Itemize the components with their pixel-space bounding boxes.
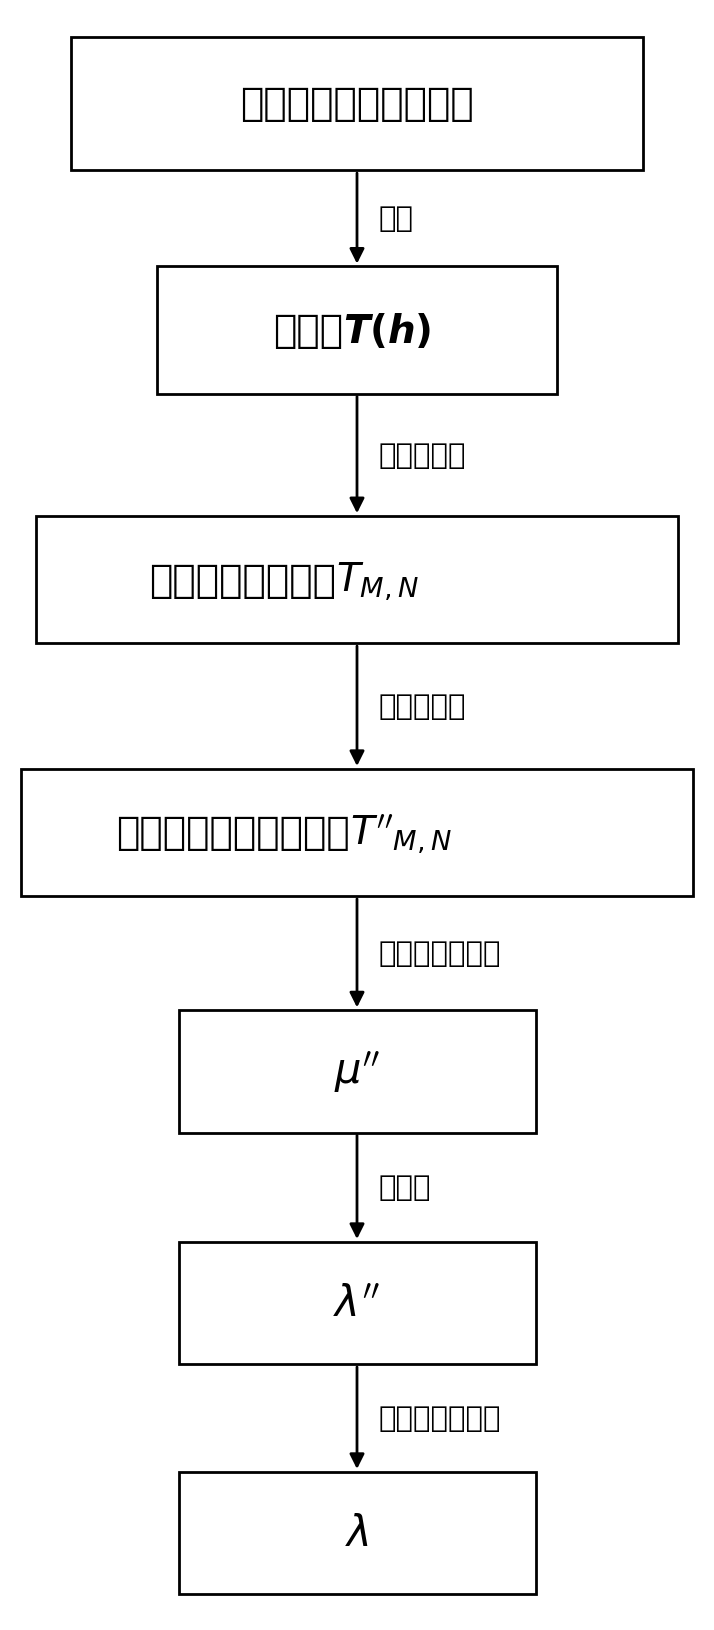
Text: 解算子离散化矩阵: 解算子离散化矩阵 xyxy=(149,561,336,600)
Text: 时滞电力系统状态矩阵: 时滞电力系统状态矩阵 xyxy=(240,85,474,124)
Text: $\boldsymbol{T''_{M,N}}$: $\boldsymbol{T''_{M,N}}$ xyxy=(350,812,452,854)
Bar xyxy=(36,517,678,644)
Bar xyxy=(178,1472,536,1594)
Text: $\boldsymbol{T_{M,N}}$: $\boldsymbol{T_{M,N}}$ xyxy=(336,559,418,601)
Text: 解算子离散化近似矩阵: 解算子离散化近似矩阵 xyxy=(116,813,350,852)
Text: $\mu''$: $\mu''$ xyxy=(333,1048,381,1095)
Text: 坐标轴旋转: 坐标轴旋转 xyxy=(378,693,466,720)
Bar xyxy=(178,1011,536,1133)
Bar xyxy=(157,267,557,394)
Bar xyxy=(21,769,693,897)
Text: $\lambda''$: $\lambda''$ xyxy=(333,1283,381,1324)
Text: 解算子: 解算子 xyxy=(273,311,343,350)
Text: 谱映射: 谱映射 xyxy=(378,1174,431,1201)
Text: 对应: 对应 xyxy=(378,205,413,233)
Text: $\boldsymbol{T(h)}$: $\boldsymbol{T(h)}$ xyxy=(343,311,431,350)
Text: 反旋转牛顿校验: 反旋转牛顿校验 xyxy=(378,1403,501,1433)
Text: 伪谱离散化: 伪谱离散化 xyxy=(378,442,466,469)
Text: $\lambda$: $\lambda$ xyxy=(345,1513,369,1553)
Bar xyxy=(71,37,643,171)
Bar xyxy=(178,1242,536,1364)
Text: 稀疏求解特征値: 稀疏求解特征値 xyxy=(378,939,501,968)
